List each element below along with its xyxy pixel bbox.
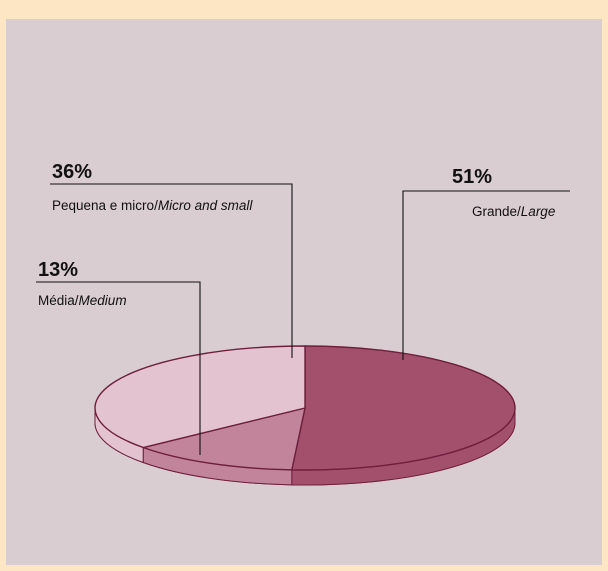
label-small-name: Pequena e micro/Micro and small — [52, 198, 253, 213]
callout-line-small — [50, 183, 293, 358]
label-small-percent: 36% — [52, 161, 92, 183]
label-large-percent: 51% — [452, 166, 492, 188]
pie-slice-large — [291, 345, 516, 471]
label-medium-percent: 13% — [38, 259, 78, 281]
pie-slices — [94, 345, 516, 471]
callout-line-large — [402, 190, 570, 360]
label-large-name: Grande/Large — [472, 204, 555, 219]
callout-line-medium — [36, 281, 201, 455]
label-medium-name: Média/Medium — [38, 293, 127, 308]
pie-slice-medium — [142, 407, 306, 471]
pie-callouts — [36, 183, 570, 455]
